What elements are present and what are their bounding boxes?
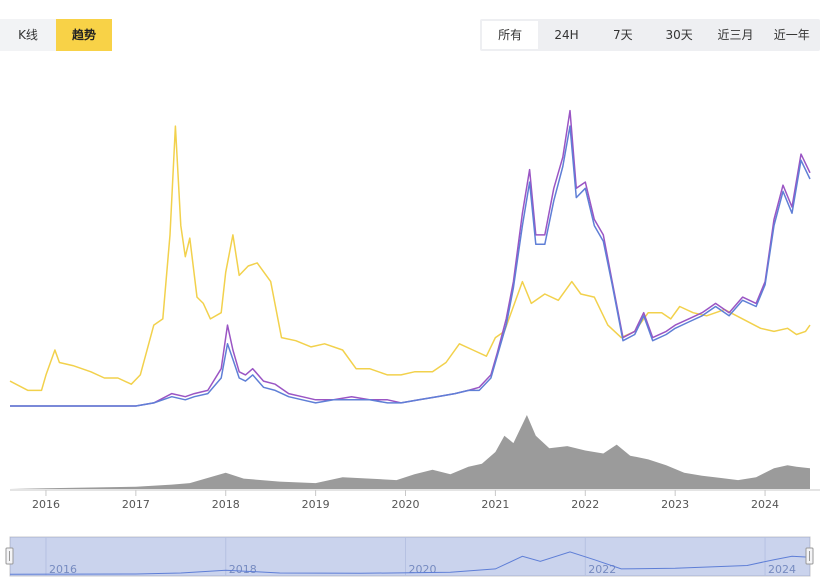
navigator-label: 2024 [768, 563, 796, 576]
x-tick-label: 2016 [32, 498, 60, 511]
navigator-label: 2016 [49, 563, 77, 576]
volume-area-layer [10, 415, 810, 489]
yellow-series-line [9, 125, 811, 392]
x-tick-label: 2024 [751, 498, 779, 511]
x-axis-ticks: 2016 2017 2018 2019 2020 2021 2022 2023 2024 [32, 490, 779, 511]
range-button-30d[interactable]: 30天 [665, 28, 693, 42]
trend-view-button[interactable]: 趋势 [56, 19, 112, 51]
range-button-1y[interactable]: 近一年 [773, 28, 810, 42]
x-tick-label: 2021 [481, 498, 509, 511]
kline-view-button[interactable]: K线 [0, 19, 56, 51]
x-tick-label: 2022 [571, 498, 599, 511]
time-range-selector: 所有 24H 7天 30天 近三月 近一年 [480, 19, 820, 51]
navigator-content: 2016 2018 2020 2022 2024 [9, 537, 811, 576]
volume-area [10, 415, 810, 489]
navigator-label: 2018 [229, 563, 257, 576]
x-tick-label: 2019 [302, 498, 330, 511]
navigator-selection[interactable] [10, 537, 810, 576]
view-toggle: K线 趋势 [0, 19, 112, 51]
x-tick-label: 2017 [122, 498, 150, 511]
x-tick-label: 2023 [661, 498, 689, 511]
blue-series-line [10, 125, 811, 407]
navigator-label: 2022 [588, 563, 616, 576]
purple-series-line [10, 109, 811, 407]
x-tick-label: 2020 [392, 498, 420, 511]
range-button-3m[interactable]: 近三月 [717, 28, 754, 42]
price-series-layer [9, 109, 811, 407]
navigator-series-line [9, 551, 811, 575]
range-button-all[interactable]: 所有 [482, 21, 539, 49]
range-navigator[interactable]: 2016 2018 2020 2022 2024 [5, 536, 814, 577]
range-button-24h[interactable]: 24H [554, 28, 579, 42]
x-tick-label: 2018 [212, 498, 240, 511]
range-button-7d[interactable]: 7天 [613, 28, 633, 42]
